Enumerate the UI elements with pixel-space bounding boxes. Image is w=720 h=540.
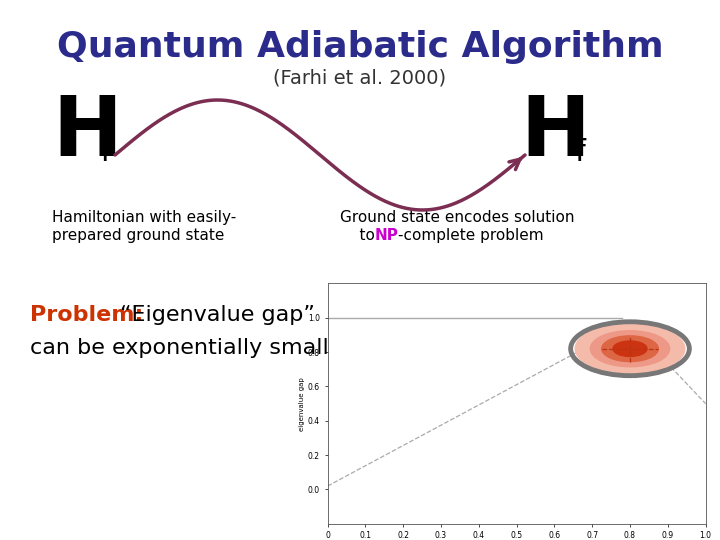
Text: NP: NP [375, 228, 399, 243]
Text: Ground state encodes solution: Ground state encodes solution [340, 210, 575, 225]
Text: i: i [100, 138, 109, 167]
Text: “Eigenvalue gap”: “Eigenvalue gap” [120, 305, 315, 325]
Text: can be exponentially small: can be exponentially small [30, 338, 329, 358]
Circle shape [575, 324, 685, 374]
Y-axis label: eigenvalue gap: eigenvalue gap [299, 377, 305, 430]
Text: (Farhi et al. 2000): (Farhi et al. 2000) [274, 68, 446, 87]
Circle shape [590, 330, 670, 367]
Text: H: H [520, 92, 590, 173]
Text: prepared ground state: prepared ground state [52, 228, 225, 243]
Circle shape [602, 336, 658, 362]
Text: f: f [574, 138, 585, 167]
Text: to: to [340, 228, 379, 243]
Text: Problem:: Problem: [30, 305, 143, 325]
Text: H: H [52, 92, 122, 173]
Text: -complete problem: -complete problem [398, 228, 544, 243]
Circle shape [613, 341, 647, 356]
Text: Quantum Adiabatic Algorithm: Quantum Adiabatic Algorithm [57, 30, 663, 64]
Text: Hamiltonian with easily-: Hamiltonian with easily- [52, 210, 236, 225]
